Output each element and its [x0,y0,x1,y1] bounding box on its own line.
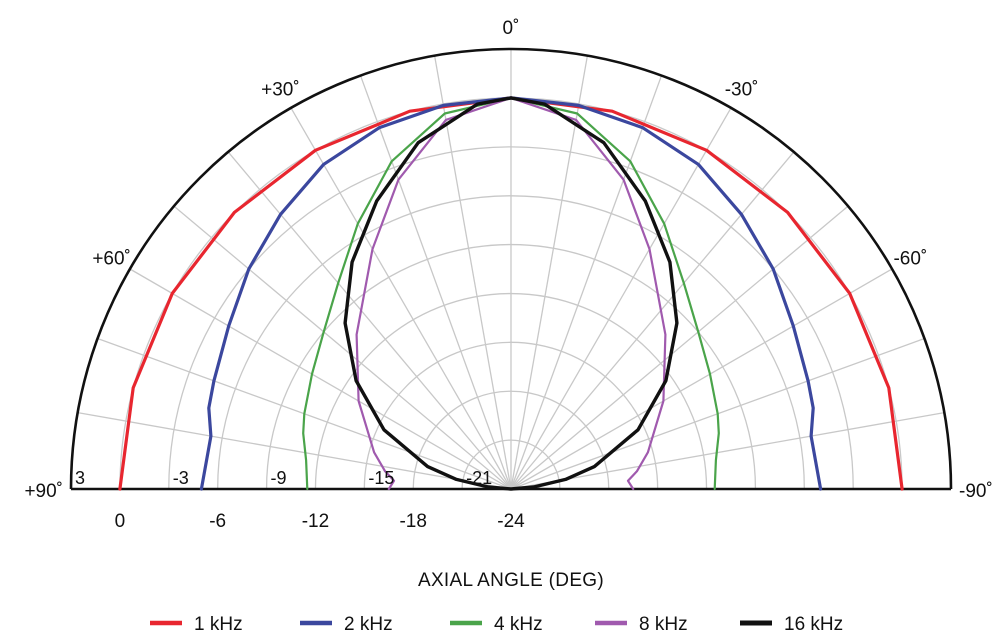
grid-spoke [510,55,589,490]
angle-tick-label: +60˚ [92,248,131,269]
level-label: 0 [115,511,126,532]
level-label: -6 [209,511,226,532]
grid-spoke [510,205,849,490]
angle-tick-label: -90˚ [959,481,993,502]
grid-spoke [77,411,512,490]
grid-spoke [510,411,945,490]
legend-label: 8 kHz [639,614,688,635]
grid-spoke [510,268,893,490]
level-label: -12 [302,511,329,532]
chart-labels: 0˚ +30˚ -30˚ +60˚ -60˚ +90˚ -90˚ 3 -3 -9 -15 -21 0 -6… [24,18,992,532]
angle-tick-label: -30˚ [725,80,759,101]
angle-tick-label: +30˚ [261,80,300,101]
legend-label: 16 kHz [784,614,843,635]
legend-label: 4 kHz [494,614,543,635]
grid-spoke [510,151,795,490]
grid-spoke [227,151,512,490]
angle-tick-label: -60˚ [893,248,927,269]
level-label: -24 [497,511,525,532]
x-axis-title: AXIAL ANGLE (DEG) [418,570,604,591]
series-line-16-kHz [343,96,679,491]
ring-label: -15 [368,468,394,488]
outer-boundary [69,47,953,490]
angle-tick-label: +90˚ [24,481,63,502]
grid-spoke [433,55,512,490]
grid-spoke [510,107,732,490]
grid-spoke [173,205,512,490]
polar-grid [69,47,953,491]
level-label: -18 [399,511,426,532]
grid-spoke [359,75,512,490]
legend-label: 2 kHz [344,614,393,635]
ring-label: -3 [173,468,189,488]
grid-spoke [129,268,512,490]
ring-label: -9 [271,468,287,488]
grid-spoke [510,75,663,490]
legend-label: 1 kHz [194,614,243,635]
legend: 1 kHz 2 kHz 4 kHz 8 kHz 16 kHz [150,614,843,635]
ring-label: 3 [75,468,85,488]
ring-label: -21 [466,468,492,488]
grid-spoke [290,107,512,490]
angle-tick-label: 0˚ [503,18,520,39]
response-curves [118,96,904,491]
